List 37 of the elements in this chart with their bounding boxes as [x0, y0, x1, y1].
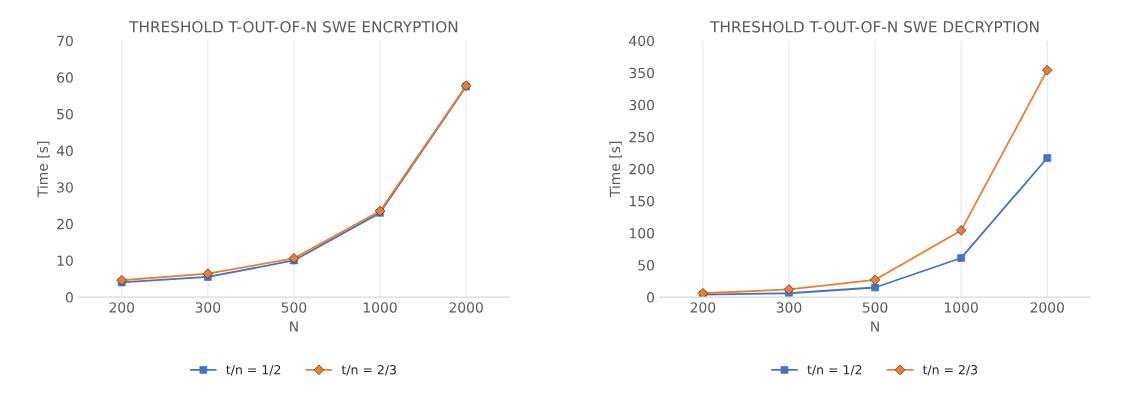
y-tick-label: 250 [629, 131, 655, 143]
y-tick-label: 60 [57, 72, 73, 83]
y-tick-label: 350 [629, 67, 655, 79]
y-tick-label: 300 [629, 99, 655, 111]
x-tick-label: 2000 [449, 302, 483, 313]
y-tick-label: 200 [629, 163, 655, 175]
x-tick-label: 200 [690, 302, 716, 313]
legend-label: t/n = 2/3 [922, 364, 978, 376]
y-axis-title: Time [s] [609, 141, 622, 198]
legend-label: t/n = 1/2 [226, 364, 281, 376]
y-tick-label: 100 [629, 227, 655, 239]
y-tick-label: 0 [65, 292, 73, 303]
x-tick-label: 200 [109, 302, 135, 313]
x-tick-label: 300 [195, 302, 221, 313]
x-tick-label: 2000 [1030, 302, 1064, 313]
legend-label: t/n = 1/2 [807, 364, 862, 376]
x-tick-label: 500 [862, 302, 888, 313]
y-tick-label: 40 [56, 145, 73, 157]
chart-title: THRESHOLD T-OUT-OF-N SWE ENCRYPTION [129, 21, 458, 33]
y-axis-title: Time [s] [37, 141, 50, 198]
y-tick-label: 30 [57, 182, 73, 193]
x-axis-title: N [871, 321, 879, 332]
y-tick-label: 10 [57, 255, 73, 266]
x-axis-title: N [290, 321, 298, 332]
y-tick-label: 50 [57, 108, 73, 120]
chart-title: THRESHOLD T-OUT-OF-N SWE DECRYPTION [710, 21, 1039, 33]
x-tick-label: 300 [776, 302, 802, 313]
y-tick-label: 400 [629, 35, 655, 47]
x-tick-label: 500 [281, 302, 307, 313]
y-tick-label: 20 [57, 218, 73, 230]
y-tick-label: 50 [638, 260, 655, 271]
x-tick-label: 1000 [944, 302, 978, 313]
y-tick-label: 0 [647, 292, 655, 303]
x-tick-label: 1000 [363, 302, 397, 313]
y-tick-label: 70 [57, 35, 73, 47]
legend-label: t/n = 2/3 [341, 364, 396, 376]
y-tick-label: 150 [629, 195, 655, 207]
